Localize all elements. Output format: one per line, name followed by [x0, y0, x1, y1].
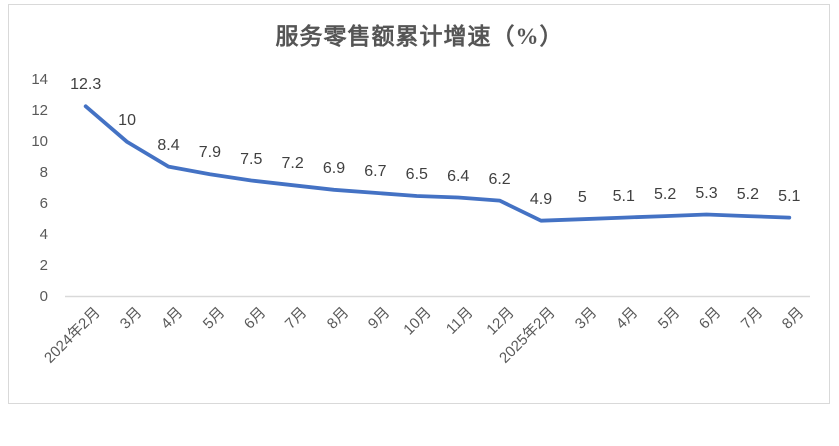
data-label: 6.4 — [447, 167, 470, 185]
data-label: 5.1 — [778, 187, 801, 205]
y-tick-label: 4 — [39, 225, 48, 243]
data-label: 4.9 — [529, 190, 553, 208]
data-label: 5 — [577, 189, 587, 207]
chart-title: 服务零售额累计增速（%） — [275, 24, 564, 49]
data-label: 10 — [118, 111, 136, 129]
y-tick-label: 10 — [31, 132, 48, 150]
data-label: 5.2 — [654, 186, 677, 204]
data-label: 8.4 — [157, 136, 180, 154]
data-label: 5.3 — [695, 184, 718, 202]
series-line — [83, 104, 792, 223]
chart-frame — [8, 4, 830, 404]
data-label: 7.5 — [240, 150, 263, 168]
data-label: 6.2 — [488, 170, 511, 188]
data-label: 6.9 — [322, 159, 346, 177]
data-label: 7.2 — [281, 155, 304, 173]
y-tick-label: 12 — [31, 101, 48, 119]
data-label: 6.5 — [405, 165, 428, 183]
data-label: 6.7 — [364, 162, 387, 180]
y-tick-label: 8 — [39, 163, 48, 181]
y-tick-label: 2 — [39, 256, 48, 274]
y-tick-label: 14 — [31, 71, 48, 88]
data-label: 12.3 — [70, 76, 102, 94]
y-tick-label: 0 — [39, 287, 48, 305]
data-label: 5.1 — [612, 187, 635, 205]
y-tick-label: 6 — [39, 194, 48, 212]
data-label: 7.9 — [198, 144, 221, 162]
data-label: 5.2 — [736, 186, 760, 204]
